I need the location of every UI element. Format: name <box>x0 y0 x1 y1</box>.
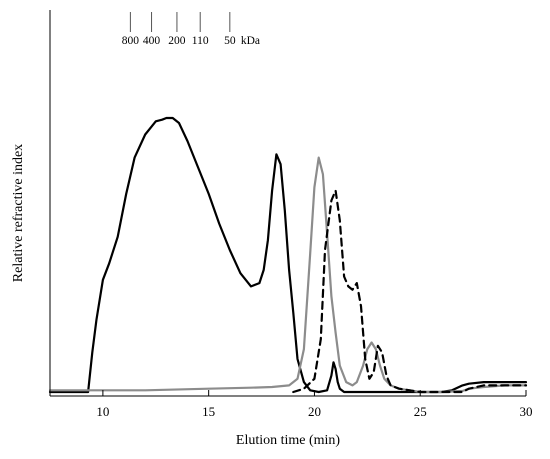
x-tick-label: 30 <box>520 404 533 419</box>
series-line-2 <box>48 156 528 394</box>
x-tick-label: 10 <box>96 404 109 419</box>
mw-markers: 800 400 200 110 50 kDa <box>122 12 260 47</box>
mw-marker-label: 200 <box>168 35 186 47</box>
mw-marker-label: 400 <box>143 35 161 47</box>
series-line-1 <box>48 116 528 394</box>
y-axis-title: Relative refractive index <box>11 144 26 282</box>
mw-marker-label: 110 <box>192 35 209 47</box>
series-line-3 <box>292 189 528 394</box>
x-tick-label: 25 <box>414 404 427 419</box>
x-tick-label: 20 <box>308 404 321 419</box>
mw-unit-label: kDa <box>241 35 260 47</box>
mw-marker-label: 800 <box>122 35 140 47</box>
x-tick-label: 15 <box>202 404 215 419</box>
series-layer <box>48 116 528 394</box>
x-ticks: 10 15 20 25 30 <box>96 390 533 419</box>
x-axis-title: Elution time (min) <box>236 433 341 448</box>
axes-layer <box>49 10 526 397</box>
mw-marker-label: 50 <box>224 35 236 47</box>
